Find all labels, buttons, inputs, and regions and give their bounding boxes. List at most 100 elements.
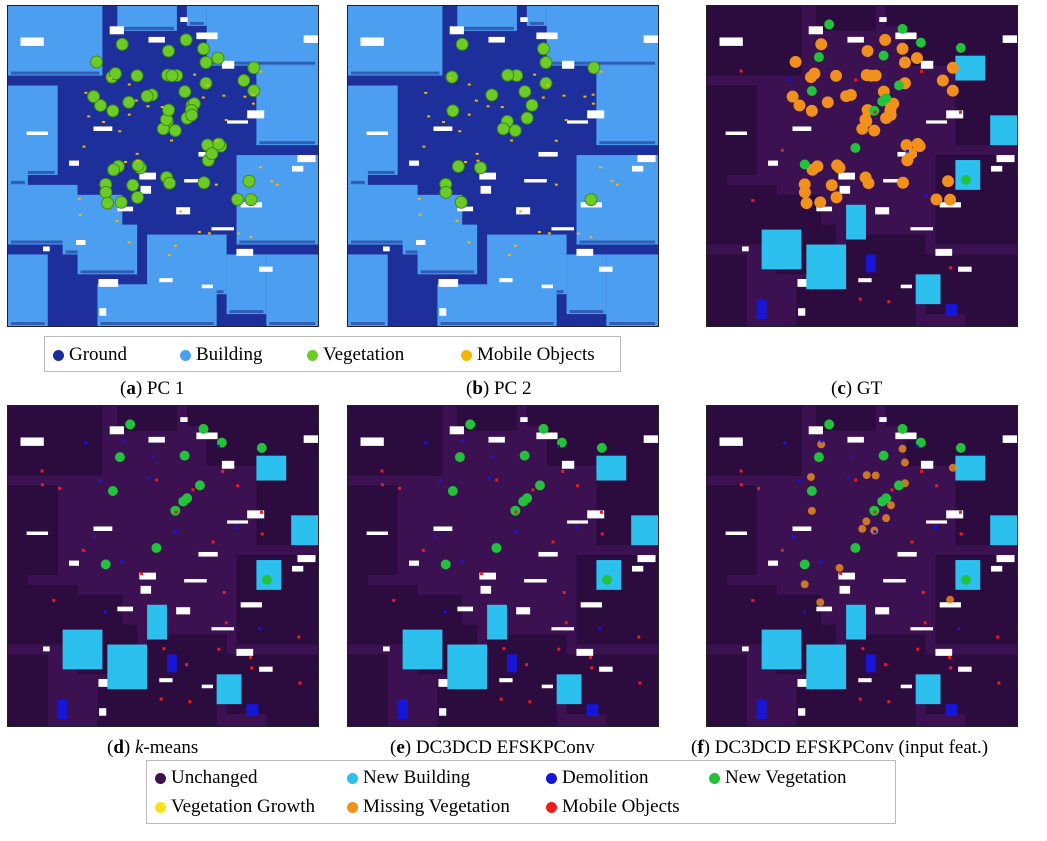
missing-vegetation	[942, 175, 954, 188]
tree-crown	[140, 89, 154, 103]
legend-item-building: Building	[180, 344, 263, 366]
caption-f: (f) DC3DCD EFSKPConv (input feat.)	[691, 737, 989, 758]
mobile-object	[174, 244, 178, 247]
no-data-gap	[439, 708, 447, 716]
building-block	[965, 654, 1017, 726]
new-vegetation	[179, 450, 190, 461]
no-data-gap	[409, 560, 420, 566]
mobile-object-change	[140, 572, 144, 576]
no-data-gap	[576, 648, 594, 656]
mobile-object-change	[162, 647, 166, 651]
mobile-object-change	[576, 484, 580, 488]
caption-e: (e) DC3DCD EFSKPConv	[390, 737, 595, 758]
missing-vegetation	[936, 74, 949, 87]
mobile-object-change	[392, 598, 396, 602]
no-data-gap	[140, 185, 152, 194]
mobile-object	[455, 219, 459, 222]
mobile-object	[201, 96, 205, 99]
new-vegetation	[198, 423, 209, 434]
missing-vegetation	[946, 61, 959, 74]
no-data-gap	[838, 572, 855, 580]
mobile-object-change	[525, 663, 529, 667]
no-data-gap	[488, 436, 505, 443]
tree-crown	[114, 195, 128, 209]
panel-e-dc3dcd	[347, 405, 659, 727]
no-data-gap	[643, 435, 658, 443]
mobile-object-change	[921, 590, 925, 594]
mobile-object	[270, 180, 274, 183]
demolition	[491, 455, 495, 459]
mobile-object-change	[159, 697, 163, 701]
missing-vegetation	[871, 471, 880, 480]
no-data-gap	[227, 520, 249, 524]
new-vegetation	[440, 559, 451, 570]
demolition	[57, 699, 68, 720]
demolition	[598, 627, 602, 631]
demolition	[84, 441, 88, 445]
mobile-object-change	[217, 647, 221, 651]
no-data-gap	[26, 131, 49, 136]
new-vegetation	[915, 37, 926, 48]
building-block	[348, 555, 368, 585]
building-shadow	[549, 61, 656, 65]
no-data-gap	[366, 131, 389, 136]
no-data-gap	[939, 602, 961, 608]
mobile-object-change	[873, 110, 877, 114]
no-data-gap	[792, 526, 812, 531]
no-data-gap	[561, 460, 575, 469]
mobile-object	[249, 236, 253, 239]
mobile-object	[564, 119, 568, 122]
demolition	[905, 149, 909, 153]
demolition	[957, 627, 961, 631]
building-block	[8, 254, 48, 326]
demolition	[819, 560, 823, 564]
demolition	[397, 699, 408, 720]
no-data-gap	[946, 510, 964, 519]
no-data-gap	[201, 684, 214, 689]
new-building	[761, 229, 802, 270]
no-data-gap	[211, 627, 235, 631]
mobile-object	[442, 121, 445, 123]
missing-vegetation	[807, 506, 816, 515]
no-data-gap	[792, 126, 812, 131]
new-vegetation	[114, 452, 125, 463]
no-data-gap	[409, 160, 420, 166]
no-data-gap	[895, 432, 917, 440]
building-block	[266, 254, 318, 326]
no-data-gap	[524, 579, 547, 583]
missing-vegetation	[862, 517, 871, 526]
mobile-object	[206, 84, 210, 87]
mobile-object-change	[780, 548, 784, 552]
new-vegetation	[491, 542, 502, 553]
missing-vegetation	[862, 177, 875, 190]
no-data-gap	[879, 17, 887, 22]
mobile-object	[474, 99, 478, 102]
building-block	[707, 155, 727, 185]
no-data-gap	[139, 172, 156, 180]
no-data-gap	[148, 436, 165, 443]
mobile-object	[115, 219, 119, 222]
mobile-object-change	[40, 483, 44, 487]
tree-crown	[179, 33, 193, 47]
mobile-object	[193, 73, 197, 76]
mobile-object	[486, 105, 490, 108]
building-shadow	[460, 26, 514, 30]
no-data-gap	[643, 35, 658, 43]
building-block	[8, 155, 28, 185]
no-data-gap	[479, 572, 496, 580]
tree-crown	[474, 161, 487, 175]
caption-a: (a) PC 1	[120, 378, 185, 399]
demolition	[120, 560, 124, 564]
building-block	[965, 254, 1017, 326]
new-vegetation	[955, 42, 966, 53]
tree-crown	[197, 42, 210, 56]
mobile-object	[127, 241, 131, 244]
no-data-gap	[900, 684, 913, 689]
building-shadow	[579, 240, 656, 244]
missing-vegetation	[858, 524, 867, 533]
tree-crown	[165, 69, 179, 83]
demolition	[216, 444, 220, 448]
no-data-gap	[816, 206, 833, 212]
building-shadow	[569, 310, 604, 314]
no-data-gap	[599, 666, 613, 672]
